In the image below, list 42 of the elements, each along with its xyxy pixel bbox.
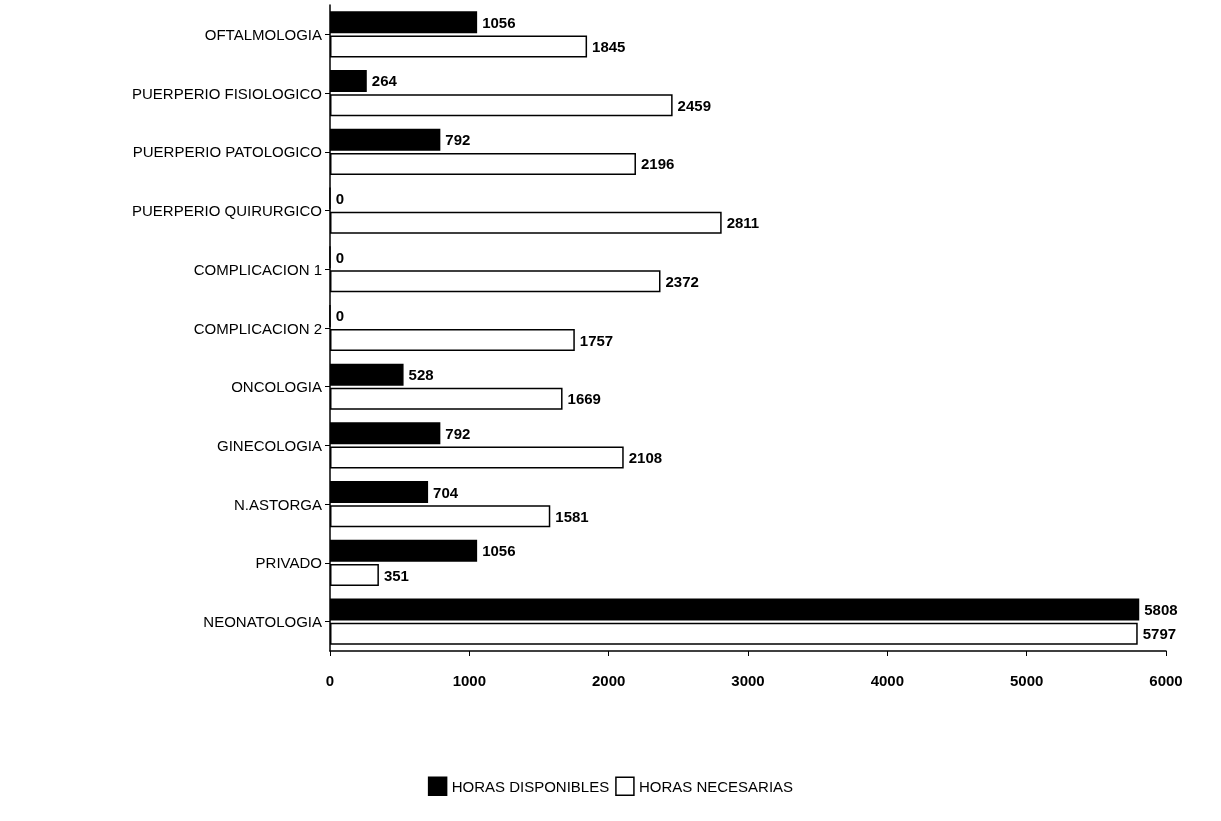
data-label: 2459 <box>677 96 711 114</box>
legend-label: HORAS DISPONIBLES <box>451 777 610 795</box>
data-label: 1845 <box>592 37 626 55</box>
data-label: 792 <box>445 424 471 442</box>
data-label: 2372 <box>665 272 699 290</box>
y-tick-label: PUERPERIO FISIOLOGICO <box>131 84 322 102</box>
x-tick-label: 3000 <box>731 672 765 689</box>
data-label: 2811 <box>726 214 760 232</box>
data-label: 1056 <box>482 13 516 31</box>
data-label: 704 <box>433 483 459 501</box>
data-label: 0 <box>335 248 345 266</box>
legend-label: HORAS NECESARIAS <box>638 777 794 795</box>
x-tick-label: 0 <box>325 672 335 689</box>
data-label: 0 <box>335 307 345 325</box>
x-tick-label: 2000 <box>591 672 626 689</box>
data-label: 528 <box>408 366 434 384</box>
data-label: 2196 <box>640 155 675 173</box>
y-tick-label: ONCOLOGIA <box>231 378 322 396</box>
data-label: 2108 <box>628 449 663 467</box>
data-label: 5808 <box>1144 601 1178 619</box>
x-tick-label: 1000 <box>452 672 487 689</box>
data-label: 1056 <box>482 542 516 560</box>
data-label: 1669 <box>567 390 601 408</box>
y-tick-label: N.ASTORGA <box>233 495 322 513</box>
y-tick-label: PUERPERIO QUIRURGICO <box>131 202 322 220</box>
y-tick-label: GINECOLOGIA <box>216 436 322 454</box>
y-tick-label: COMPLICACION 1 <box>193 260 322 278</box>
data-label: 351 <box>383 566 409 584</box>
y-tick-label: PRIVADO <box>255 554 322 572</box>
y-tick-label: PUERPERIO PATOLOGICO <box>132 143 322 161</box>
data-label: 792 <box>445 131 471 149</box>
data-label: 5797 <box>1142 625 1177 643</box>
x-tick-label: 6000 <box>1149 672 1183 689</box>
y-tick-label: NEONATOLOGIA <box>203 613 322 631</box>
data-label: 0 <box>335 189 345 207</box>
x-tick-label: 4000 <box>870 672 905 689</box>
y-tick-label: OFTALMOLOGIA <box>204 25 322 43</box>
data-label: 264 <box>371 72 398 90</box>
data-label: 1581 <box>555 507 589 525</box>
data-label: 1757 <box>579 331 614 349</box>
x-tick-label: 5000 <box>1009 672 1044 689</box>
y-tick-label: COMPLICACION 2 <box>193 319 322 337</box>
